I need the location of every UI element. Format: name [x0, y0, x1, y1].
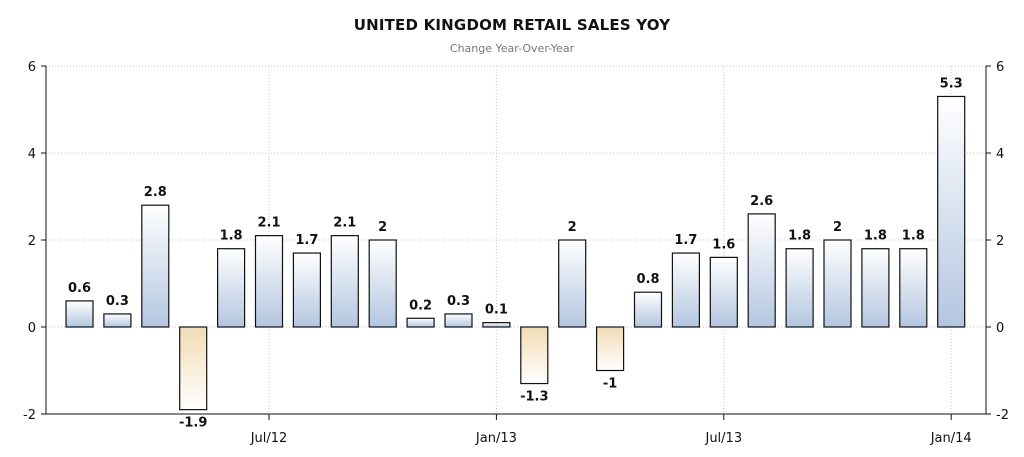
bar	[444, 313, 473, 328]
bar	[861, 248, 890, 328]
y-tick-label-right: 0	[996, 321, 1004, 336]
y-tick-label-left: 0	[28, 321, 36, 336]
y-tick-label-right: 4	[996, 147, 1004, 162]
y-tick-label-right: -2	[996, 408, 1009, 423]
data-labels: 0.6 0.3 2.8 -1.9 1.8 2.1 1.7 2.1 2 0.2 0.3 0.1 -1.3 2…	[68, 76, 963, 430]
bar	[823, 239, 852, 328]
bar	[254, 235, 284, 328]
bar	[141, 204, 170, 328]
data-label: 1.8	[788, 229, 811, 244]
x-tick-label: Jul/13	[704, 431, 742, 446]
data-label: 2.1	[333, 216, 356, 231]
chart-title: UNITED KINGDOM RETAIL SALES YOY	[353, 16, 671, 34]
y-tick-label-right: 2	[996, 234, 1004, 249]
y-tick-label-left: 2	[28, 234, 36, 249]
bar	[709, 256, 738, 328]
bar	[899, 248, 928, 328]
data-label: 2	[378, 220, 387, 235]
bar	[406, 317, 435, 328]
x-tick-label: Jul/12	[250, 431, 288, 446]
data-label: -1	[603, 377, 617, 392]
data-label: 0.2	[409, 298, 432, 313]
data-label: 1.6	[712, 237, 735, 252]
bar	[482, 322, 511, 328]
y-tick-label-right: 6	[996, 60, 1004, 75]
data-label: 0.3	[447, 294, 470, 309]
bar	[747, 213, 776, 328]
y-tick-label-left: -2	[23, 408, 36, 423]
x-tick-label: Jan/14	[930, 431, 972, 446]
bar	[785, 248, 814, 328]
data-label: 2.8	[144, 185, 167, 200]
data-label: 1.8	[902, 229, 925, 244]
data-label: 5.3	[940, 76, 963, 91]
chart-subtitle: Change Year-Over-Year	[449, 42, 575, 55]
bar	[595, 326, 625, 372]
data-label: 2	[833, 220, 842, 235]
data-label: 1.7	[295, 233, 318, 248]
bars	[65, 95, 966, 411]
x-tick-label: Jan/13	[475, 431, 517, 446]
bar	[937, 95, 966, 328]
bar	[633, 291, 663, 328]
data-label: 1.8	[864, 229, 887, 244]
data-label: 0.6	[68, 281, 91, 296]
data-label: 1.7	[674, 233, 697, 248]
bar	[520, 326, 549, 385]
data-label: 2	[568, 220, 577, 235]
bar	[368, 239, 397, 328]
y-tick-label-left: 4	[28, 147, 36, 162]
axes: 6 6 4 4 2 2 0 0 -2 -2 Jul/12 Jan/13 Jul/13 Jan/14	[23, 60, 1009, 446]
bar	[292, 252, 321, 328]
bar	[103, 313, 132, 328]
bar	[179, 326, 208, 411]
bar	[65, 300, 94, 328]
data-label: 2.1	[257, 216, 280, 231]
bar	[330, 235, 359, 328]
y-tick-label-left: 6	[28, 60, 36, 75]
data-label: 1.8	[220, 229, 243, 244]
bar	[671, 252, 701, 328]
data-label: 0.8	[636, 272, 659, 287]
data-label: 0.1	[485, 303, 508, 318]
bar	[217, 248, 246, 328]
data-label: -1.9	[179, 416, 207, 431]
data-label: 2.6	[750, 194, 773, 209]
data-label: 0.3	[106, 294, 129, 309]
bar	[558, 239, 587, 328]
data-label: -1.3	[520, 390, 548, 405]
